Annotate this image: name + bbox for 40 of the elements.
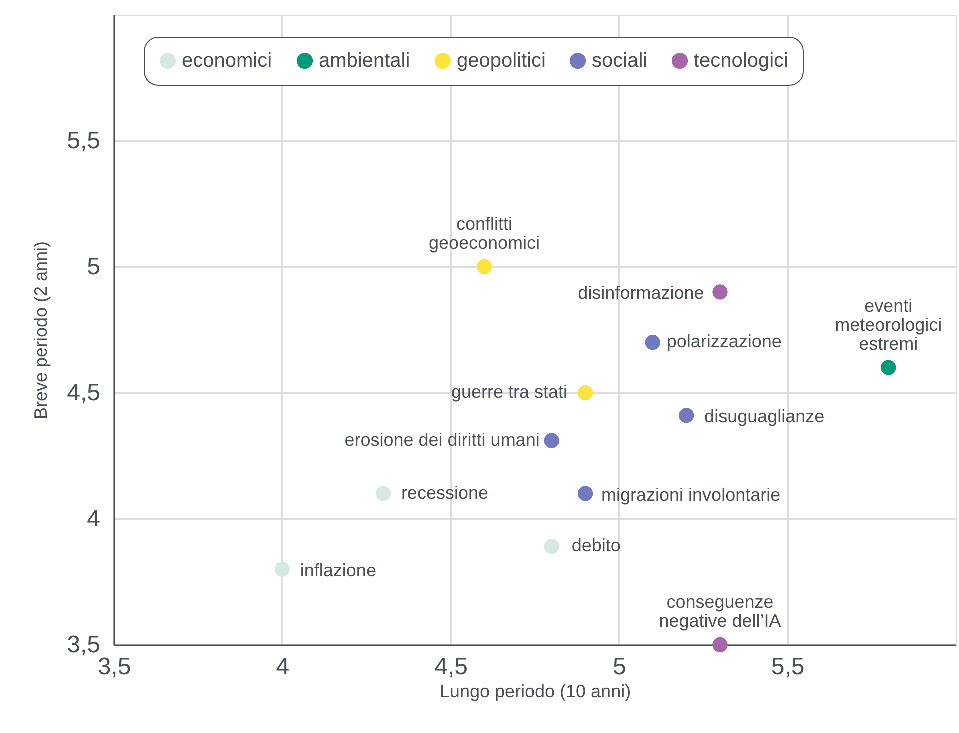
point [544,433,560,448]
x-tick-label: 5,5 [771,654,805,680]
annotation: guerre tra stati [451,382,568,402]
x-tick-label: 5 [613,654,626,680]
annotation: conseguenze negative dell’IA [659,592,782,631]
annotation: conflitti geoeconomici [428,214,540,253]
y-tick-label: 5,5 [67,128,100,154]
y-tick-label: 3,5 [67,632,100,658]
point [678,408,694,424]
annotation: disinformazione [578,283,704,304]
annotation: disuguaglianze [704,406,825,427]
point [544,539,560,554]
point [712,637,728,653]
x-axis-title: Lungo periodo (10 anni) [440,682,632,702]
y-tick-label: 5 [87,254,100,280]
point [645,335,660,350]
legend-label: economici [182,50,272,72]
annotation: debito [572,536,621,556]
legend-label: sociali [592,50,648,72]
point [578,486,594,502]
annotation: erosione dei diritti umani [344,430,540,450]
point [881,360,896,376]
point [578,385,594,401]
legend-label: ambientali [319,50,410,72]
y-axis-title: Breve periodo (2 anni) [31,241,52,420]
x-tick-label: 4,5 [434,654,468,680]
x-tick-label: 4 [276,654,290,680]
annotation: inflazione [300,560,376,580]
point [476,259,492,275]
legend-label: tecnologici [694,50,789,72]
annotation: eventi meteorologici estremi [835,296,942,354]
point [376,486,392,502]
y-tick-label: 4,5 [67,380,100,406]
annotation: polarizzazione [666,332,782,352]
point [274,562,290,577]
point [712,284,728,300]
annotation: recessione [401,482,488,503]
y-tick-label: 4 [87,506,100,532]
legend-label: geopolitici [457,50,546,72]
annotation: migrazioni involontarie [602,484,781,505]
